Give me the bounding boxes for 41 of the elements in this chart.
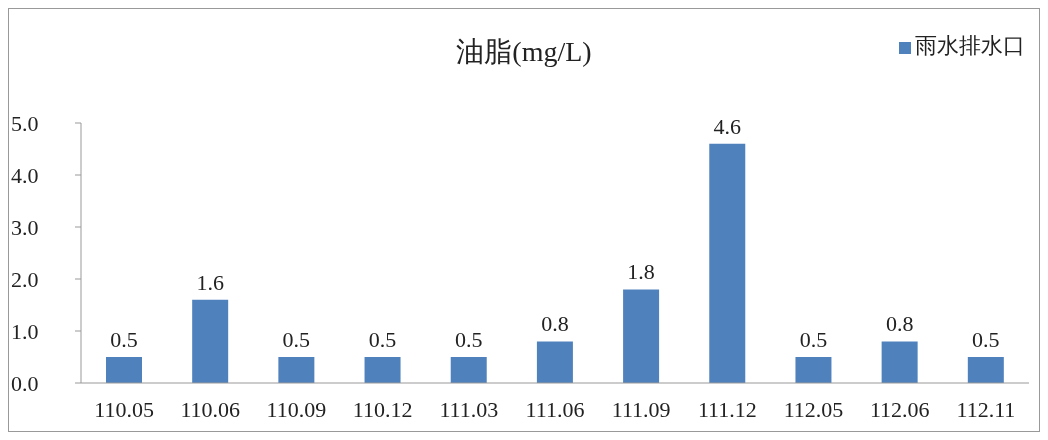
x-tick-label: 111.09 bbox=[611, 396, 671, 422]
bar bbox=[967, 357, 1004, 383]
legend-label: 雨水排水口 bbox=[915, 33, 1025, 58]
bar bbox=[106, 357, 142, 383]
bar bbox=[364, 357, 401, 383]
bar bbox=[450, 357, 487, 383]
data-label: 0.5 bbox=[110, 327, 138, 352]
x-tick-label: 111.06 bbox=[525, 396, 585, 422]
y-tick-label: 3.0 bbox=[11, 214, 39, 240]
y-tick-label: 0.0 bbox=[11, 370, 39, 396]
x-tick-label: 112.06 bbox=[869, 396, 930, 422]
y-tick-label: 2.0 bbox=[11, 266, 39, 292]
x-tick-label: 111.03 bbox=[439, 396, 499, 422]
data-label: 0.5 bbox=[799, 327, 828, 352]
x-tick-label: 110.09 bbox=[266, 396, 327, 422]
data-label: 4.6 bbox=[713, 113, 742, 139]
data-label: 1.8 bbox=[627, 259, 655, 285]
data-label: 0.5 bbox=[282, 327, 311, 352]
bar bbox=[881, 341, 918, 383]
x-tick-label: 111.12 bbox=[697, 396, 757, 422]
data-label: 1.6 bbox=[196, 269, 224, 295]
x-tick-label: 110.12 bbox=[352, 396, 413, 422]
data-label: 0.5 bbox=[368, 327, 397, 352]
data-label: 0.5 bbox=[972, 327, 1000, 352]
bar bbox=[536, 341, 573, 383]
y-tick-label: 1.0 bbox=[11, 318, 39, 344]
x-tick-label: 110.06 bbox=[180, 396, 241, 422]
y-tick-label: 5.0 bbox=[11, 110, 39, 136]
data-label: 0.8 bbox=[541, 311, 569, 337]
x-tick-label: 110.05 bbox=[94, 396, 154, 422]
x-tick-label: 112.05 bbox=[783, 396, 844, 422]
bar bbox=[795, 357, 832, 383]
chart-title: 油脂(mg/L) bbox=[456, 36, 592, 67]
data-label: 0.5 bbox=[454, 327, 483, 352]
x-tick-label: 112.11 bbox=[956, 396, 1016, 422]
bar bbox=[709, 143, 746, 383]
y-tick-label: 4.0 bbox=[11, 162, 39, 188]
bar bbox=[623, 289, 660, 383]
data-label: 0.8 bbox=[885, 311, 914, 337]
bar bbox=[192, 299, 229, 383]
bar bbox=[278, 357, 315, 383]
